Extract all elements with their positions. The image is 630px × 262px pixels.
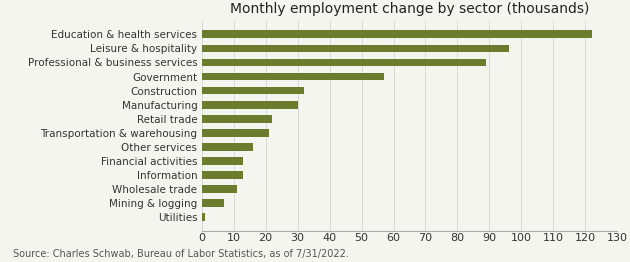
Bar — [202, 73, 384, 80]
Bar — [202, 171, 243, 179]
Bar — [202, 45, 508, 52]
Bar — [202, 157, 243, 165]
Bar — [202, 143, 253, 151]
Text: Source: Charles Schwab, Bureau of Labor Statistics, as of 7/31/2022.: Source: Charles Schwab, Bureau of Labor … — [13, 249, 348, 259]
Bar — [202, 213, 205, 221]
Bar — [202, 30, 592, 38]
Bar — [202, 199, 224, 207]
Bar — [202, 101, 297, 108]
Bar — [202, 185, 237, 193]
Title: Monthly employment change by sector (thousands): Monthly employment change by sector (tho… — [230, 2, 589, 16]
Bar — [202, 115, 272, 123]
Bar — [202, 59, 486, 66]
Bar — [202, 87, 304, 95]
Bar — [202, 129, 269, 137]
